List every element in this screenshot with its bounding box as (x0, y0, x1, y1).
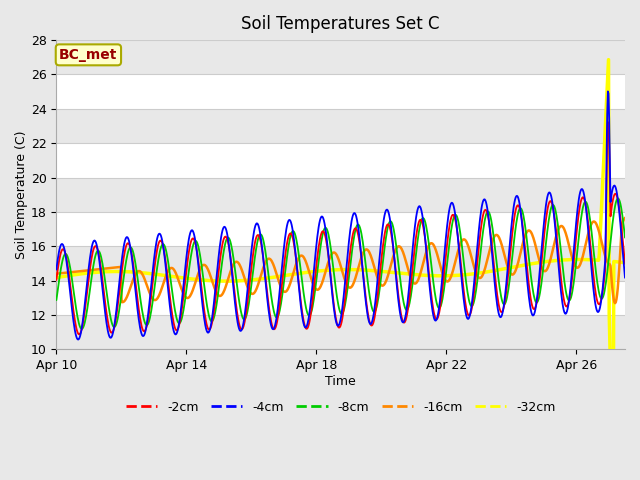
Legend: -2cm, -4cm, -8cm, -16cm, -32cm: -2cm, -4cm, -8cm, -16cm, -32cm (121, 396, 561, 419)
Y-axis label: Soil Temperature (C): Soil Temperature (C) (15, 131, 28, 259)
Bar (56, 109, 625, 143)
Bar (56, 178, 625, 212)
Bar (56, 246, 625, 281)
Title: Soil Temperatures Set C: Soil Temperatures Set C (241, 15, 440, 33)
Text: BC_met: BC_met (60, 48, 118, 62)
Bar (56, 315, 625, 349)
X-axis label: Time: Time (325, 375, 356, 388)
Bar (56, 40, 625, 74)
